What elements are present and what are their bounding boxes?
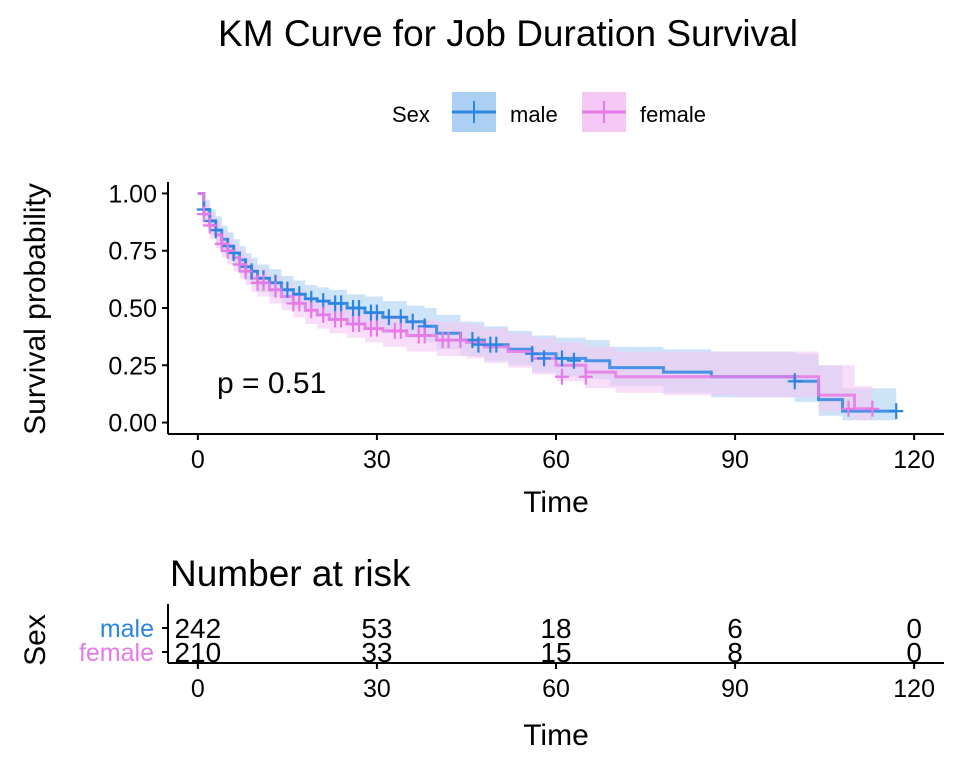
censor-mark-male <box>405 313 420 330</box>
censor-mark-female <box>352 316 367 333</box>
censor-mark-male <box>566 352 581 369</box>
x-axis-label: Time <box>523 486 589 519</box>
risk-table-title: Number at risk <box>170 553 411 594</box>
censor-mark-male <box>787 373 802 390</box>
legend-label-female: female <box>640 102 706 127</box>
chart-title: KM Curve for Job Duration Survival <box>218 13 798 54</box>
risk-cell-male: 53 <box>361 613 392 644</box>
y-tick-label: 1.00 <box>108 180 157 208</box>
risk-cell-female: 8 <box>727 637 743 668</box>
risk-cell-female: 33 <box>361 637 392 668</box>
confidence-band-female <box>197 193 873 421</box>
legend: Sex male female <box>392 92 706 132</box>
x-tick-label: 30 <box>363 446 391 474</box>
censor-mark-female <box>393 322 408 339</box>
censor-mark-female <box>441 332 456 349</box>
risk-cell-female: 15 <box>540 637 571 668</box>
legend-item-female: female <box>582 92 706 132</box>
risk-cell-female: 210 <box>174 637 221 668</box>
censor-mark-female <box>453 332 468 349</box>
y-tick-label: 0.25 <box>108 352 157 380</box>
risk-cell-male: 6 <box>727 613 743 644</box>
censor-mark-female <box>196 206 211 223</box>
risk-x-tick-label: 0 <box>191 675 205 703</box>
censor-mark-male <box>554 350 569 367</box>
censor-mark-male <box>381 309 396 326</box>
x-tick-label: 0 <box>191 446 205 474</box>
censor-mark-male <box>280 281 295 298</box>
x-tick-label: 120 <box>893 446 935 474</box>
censor-mark-female <box>316 306 331 323</box>
censor-mark-male <box>352 300 367 316</box>
risk-cell-male: 0 <box>906 613 922 644</box>
x-tick-label: 90 <box>721 446 749 474</box>
censor-mark-male <box>525 345 540 362</box>
risk-cell-female: 0 <box>906 637 922 668</box>
risk-cell-male: 18 <box>540 613 571 644</box>
legend-title: Sex <box>392 102 430 127</box>
censor-mark-male <box>334 295 349 312</box>
censor-marks <box>196 201 904 420</box>
risk-cell-male: 242 <box>174 613 221 644</box>
legend-item-male: male <box>452 92 558 132</box>
risk-x-tick-label: 60 <box>542 675 570 703</box>
confidence-bands <box>197 193 897 421</box>
censor-mark-female <box>417 327 432 344</box>
risk-x-tick-label: 120 <box>893 675 935 703</box>
censor-mark-female <box>214 235 229 252</box>
risk-x-tick-label: 90 <box>721 675 749 703</box>
censor-mark-female <box>578 368 593 385</box>
censor-mark-male <box>393 309 408 326</box>
censor-mark-female <box>256 274 271 291</box>
censor-mark-male <box>316 293 331 310</box>
censor-mark-female <box>369 320 384 337</box>
censor-mark-male <box>489 336 504 353</box>
censor-mark-male <box>369 304 384 321</box>
censor-mark-female <box>268 281 283 298</box>
risk-x-tick-label: 30 <box>363 675 391 703</box>
censor-mark-female <box>292 295 307 312</box>
censor-mark-female <box>304 302 319 319</box>
y-tick-label: 0.00 <box>108 410 157 438</box>
risk-table-x-label: Time <box>523 719 589 752</box>
censor-mark-male <box>471 336 486 353</box>
censor-mark-male <box>537 350 552 367</box>
y-axis-label: Survival probability <box>19 183 52 435</box>
legend-label-male: male <box>510 102 558 127</box>
censor-mark-female <box>865 400 880 417</box>
risk-row-label-female: female <box>79 639 154 667</box>
y-tick-label: 0.50 <box>108 295 157 323</box>
x-tick-label: 60 <box>542 446 570 474</box>
censor-mark-female <box>554 368 569 385</box>
censor-mark-female <box>238 263 253 280</box>
censor-mark-female <box>841 400 856 417</box>
censor-mark-male <box>226 245 241 262</box>
censor-mark-female <box>334 311 349 328</box>
y-tick-label: 0.75 <box>108 238 157 266</box>
risk-row-label-male: male <box>100 615 154 643</box>
censor-mark-female <box>232 256 247 273</box>
censor-mark-female <box>220 242 235 259</box>
km-plot-area: 0.00 0.25 0.50 0.75 1.00 0 30 60 90 120 <box>108 180 944 474</box>
censor-mark-female <box>202 217 217 234</box>
p-value-annotation: p = 0.51 <box>217 367 326 400</box>
censor-mark-male <box>889 403 904 420</box>
risk-table-y-label: Sex <box>19 614 52 666</box>
